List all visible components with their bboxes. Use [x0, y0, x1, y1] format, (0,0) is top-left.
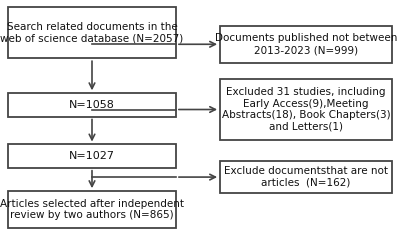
Text: Articles selected after independent
review by two authors (N=865): Articles selected after independent revi… [0, 199, 184, 220]
Text: Documents published not between
2013-2023 (N=999): Documents published not between 2013-202… [215, 34, 397, 55]
Text: N=1027: N=1027 [69, 151, 115, 161]
FancyBboxPatch shape [8, 144, 176, 168]
Text: Exclude documentsthat are not
articles  (N=162): Exclude documentsthat are not articles (… [224, 166, 388, 188]
FancyBboxPatch shape [220, 161, 392, 193]
FancyBboxPatch shape [8, 7, 176, 58]
FancyBboxPatch shape [220, 26, 392, 63]
Text: Excluded 31 studies, including
Early Access(9),Meeting
Abstracts(18), Book Chapt: Excluded 31 studies, including Early Acc… [222, 87, 390, 132]
FancyBboxPatch shape [8, 93, 176, 116]
FancyBboxPatch shape [220, 79, 392, 140]
FancyBboxPatch shape [8, 191, 176, 228]
Text: Search related documents in the
web of science database (N=2057): Search related documents in the web of s… [0, 22, 184, 43]
Text: N=1058: N=1058 [69, 100, 115, 110]
